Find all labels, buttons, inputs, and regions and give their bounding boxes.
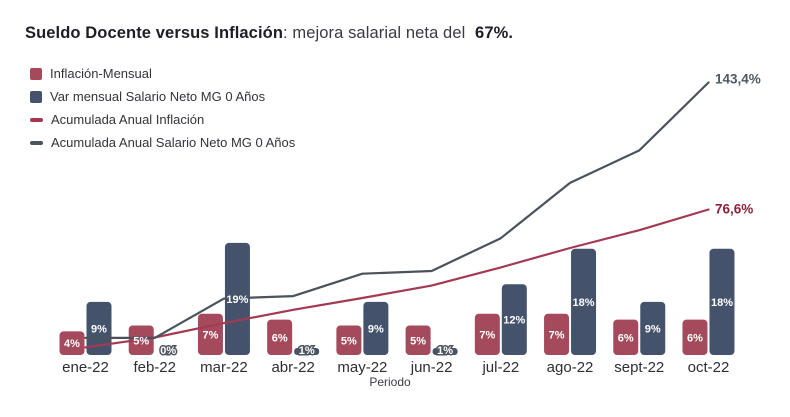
line-acumulada-inflacion [84, 208, 710, 349]
bar-salario-jul-22 [501, 284, 527, 355]
bar-label-salario-feb-22: 0% [160, 345, 176, 357]
x-tick-sept-22: sept-22 [614, 359, 664, 376]
x-axis-title: Periodo [369, 375, 411, 389]
legend-swatch-acumulada-salario [30, 140, 43, 145]
bar-label-salario-abr-22: 1% [299, 345, 315, 357]
bar-label-salario-sept-22: 9% [645, 323, 661, 335]
bar-label-salario-ago-22: 18% [573, 297, 595, 309]
bar-label-inflacion-abr-22: 6% [272, 332, 288, 344]
line-end-label-salario: 143,4% [715, 72, 761, 87]
bar-label-inflacion-feb-22: 5% [133, 335, 149, 347]
bar-salario-abr-22 [294, 348, 320, 355]
legend-label-acumulada-inflacion: Acumulada Anual Inflación [51, 112, 205, 127]
legend-item-var-mensual-salario: Var mensual Salario Neto MG 0 Años [30, 85, 295, 108]
bar-salario-ene-22 [86, 301, 112, 355]
title-bold: Sueldo Docente versus Inflación [25, 24, 283, 42]
bar-label-inflacion-oct-22: 6% [687, 332, 703, 344]
title-regular: : mejora salarial neta del [283, 24, 471, 42]
bar-salario-sept-22 [640, 301, 666, 355]
bar-salario-oct-22 [709, 248, 735, 355]
bar-label-inflacion-mar-22: 7% [202, 329, 218, 341]
chart-legend: Inflación-Mensual Var mensual Salario Ne… [30, 62, 295, 154]
bar-label-inflacion-jun-22: 5% [410, 335, 426, 347]
bar-salario-may-22 [363, 301, 389, 355]
x-tick-oct-22: oct-22 [688, 359, 730, 376]
legend-swatch-acumulada-inflacion [30, 117, 43, 122]
bar-label-inflacion-sept-22: 6% [618, 332, 634, 344]
bar-label-salario-oct-22: 18% [711, 297, 733, 309]
x-tick-jun-22: jun-22 [410, 359, 453, 376]
bar-label-inflacion-may-22: 5% [341, 335, 357, 347]
bar-salario-ago-22 [571, 248, 597, 355]
x-tick-ago-22: ago-22 [547, 359, 594, 376]
page-title: Sueldo Docente versus Inflación: mejora … [25, 24, 513, 43]
legend-label-acumulada-salario: Acumulada Anual Salario Neto MG 0 Años [51, 135, 296, 150]
bar-inflacion-jun-22 [405, 325, 431, 355]
line-acumulada-salario [84, 81, 710, 339]
bar-inflacion-oct-22 [682, 319, 708, 355]
line-end-label-inflacion: 76,6% [715, 202, 753, 217]
bar-label-salario-may-22: 9% [368, 323, 384, 335]
x-tick-may-22: may-22 [337, 359, 387, 376]
x-tick-feb-22: feb-22 [133, 359, 176, 376]
bar-label-salario-mar-22: 19% [226, 294, 248, 306]
bar-salario-jun-22 [432, 348, 458, 355]
x-tick-abr-22: abr-22 [271, 359, 314, 376]
bar-label-inflacion-ago-22: 7% [549, 329, 565, 341]
bar-label-salario-jun-22: 1% [437, 345, 453, 357]
x-tick-ene-22: ene-22 [62, 359, 109, 376]
legend-swatch-var-mensual-salario [30, 90, 42, 103]
bar-inflacion-may-22 [336, 325, 362, 355]
x-tick-jul-22: jul-22 [481, 359, 519, 376]
x-tick-mar-22: mar-22 [200, 359, 248, 376]
bar-inflacion-jul-22 [474, 313, 500, 355]
bar-inflacion-abr-22 [267, 319, 293, 355]
legend-item-acumulada-inflacion: Acumulada Anual Inflación [30, 108, 295, 131]
bar-inflacion-ene-22 [59, 331, 85, 355]
bar-label-inflacion-ene-22: 4% [64, 338, 80, 350]
title-highlight: 67%. [475, 24, 514, 42]
legend-item-inflacion-mensual: Inflación-Mensual [30, 62, 295, 85]
bar-inflacion-sept-22 [613, 319, 639, 355]
legend-label-var-mensual-salario: Var mensual Salario Neto MG 0 Años [50, 89, 266, 104]
bar-label-inflacion-jul-22: 7% [479, 329, 495, 341]
legend-item-acumulada-salario: Acumulada Anual Salario Neto MG 0 Años [30, 131, 295, 154]
legend-label-inflacion-mensual: Inflación-Mensual [50, 66, 152, 81]
bar-label-salario-ene-22: 9% [91, 323, 107, 335]
bar-label-salario-jul-22: 12% [503, 315, 525, 327]
legend-swatch-inflacion-mensual [30, 67, 42, 80]
bar-inflacion-ago-22 [544, 313, 570, 355]
